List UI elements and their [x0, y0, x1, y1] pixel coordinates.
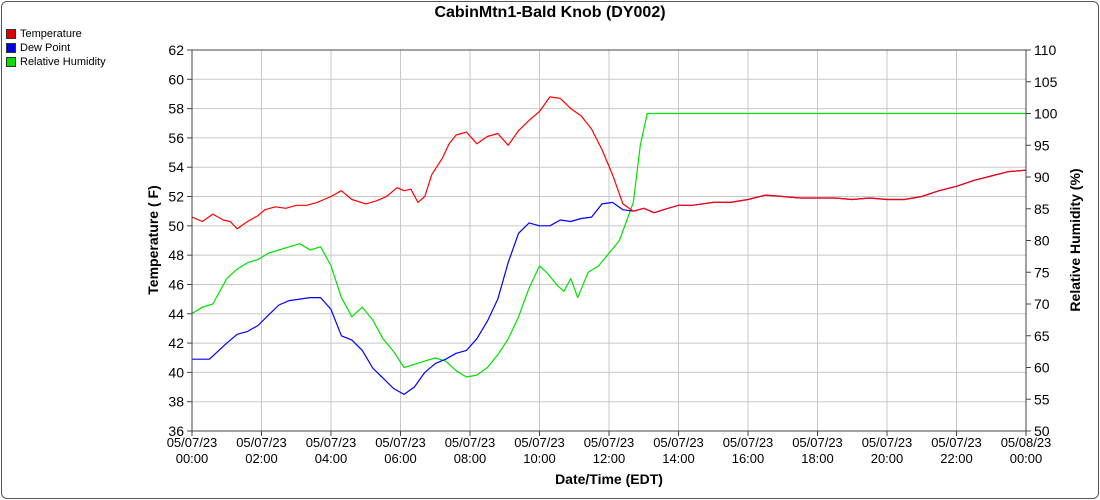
x-tick-label-date: 05/07/23	[723, 435, 774, 450]
x-tick-label-time: 00:00	[1010, 451, 1043, 466]
right-tick-label: 110	[1034, 42, 1057, 58]
x-tick-label-time: 16:00	[732, 451, 765, 466]
chart-title: CabinMtn1-Bald Knob (DY002)	[434, 4, 666, 21]
x-tick-label-date: 05/07/23	[931, 435, 982, 450]
x-tick-label-date: 05/07/23	[653, 435, 704, 450]
right-tick-label: 90	[1034, 169, 1050, 185]
y-axis-label-right: Relative Humidity (%)	[1067, 168, 1083, 311]
legend-label-relative-humidity: Relative Humidity	[20, 56, 106, 68]
x-tick-label-date: 05/07/23	[167, 435, 218, 450]
left-tick-label: 56	[168, 130, 184, 146]
x-tick-label-date: 05/08/23	[1001, 435, 1052, 450]
left-tick-label: 60	[168, 71, 184, 87]
x-tick-label-time: 22:00	[940, 451, 973, 466]
left-tick-label: 40	[168, 364, 184, 380]
x-tick-label-time: 08:00	[454, 451, 487, 466]
left-tick-label: 52	[168, 189, 184, 205]
series-line-relative-humidity	[191, 112, 1026, 378]
left-tick-label: 46	[168, 276, 184, 292]
right-tick-label: 50	[1034, 423, 1050, 439]
x-tick-label-date: 05/07/23	[236, 435, 287, 450]
x-tick-label-date: 05/07/23	[514, 435, 565, 450]
x-tick-label-time: 20:00	[871, 451, 904, 466]
right-tick-label: 80	[1034, 233, 1050, 249]
left-tick-label: 58	[168, 101, 184, 117]
x-tick-label-time: 02:00	[245, 451, 278, 466]
left-tick-label: 44	[168, 306, 184, 322]
x-tick-label-time: 12:00	[593, 451, 626, 466]
chart-legend: Temperature Dew Point Relative Humidity	[6, 27, 106, 69]
x-tick-label-date: 05/07/23	[862, 435, 913, 450]
left-axis-ticks: 36 38 40 42 44 46 48 50 52 54 56 58 60 62	[168, 42, 192, 439]
x-tick-label-time: 04:00	[315, 451, 348, 466]
right-tick-label: 55	[1034, 391, 1050, 407]
legend-swatch-relative-humidity	[6, 57, 16, 67]
x-tick-label-time: 18:00	[801, 451, 834, 466]
y-axis-label-left: Temperature ( F)	[145, 185, 161, 294]
left-tick-label: 42	[168, 335, 184, 351]
right-tick-label: 70	[1034, 296, 1050, 312]
legend-label-dew-point: Dew Point	[20, 42, 71, 54]
left-tick-label: 50	[168, 218, 184, 234]
right-axis-ticks: 50 55 60 65 70 75 80 85 90 95 100 105 110	[1026, 42, 1058, 439]
right-tick-label: 65	[1034, 328, 1050, 344]
left-tick-label: 48	[168, 247, 184, 263]
left-tick-label: 38	[168, 394, 184, 410]
x-tick-label-time: 06:00	[384, 451, 417, 466]
x-tick-label-date: 05/07/23	[792, 435, 843, 450]
x-tick-label-date: 05/07/23	[375, 435, 426, 450]
left-tick-label: 54	[168, 159, 184, 175]
x-axis-label: Date/Time (EDT)	[555, 471, 663, 487]
legend-swatch-temperature	[6, 29, 16, 39]
series-line-temperature	[191, 96, 1027, 230]
right-tick-label: 75	[1034, 264, 1050, 280]
x-tick-label-time: 00:00	[176, 451, 209, 466]
x-tick-label-time: 14:00	[662, 451, 695, 466]
grid-lines	[191, 49, 1027, 432]
x-tick-label-time: 10:00	[523, 451, 556, 466]
left-tick-label: 62	[168, 42, 184, 58]
x-tick-label-date: 05/07/23	[584, 435, 635, 450]
x-axis-ticks: 05/07/2300:0005/07/2302:0005/07/2304:000…	[167, 431, 1052, 466]
legend-label-temperature: Temperature	[20, 28, 82, 40]
plot-lines	[191, 96, 1027, 395]
right-tick-label: 85	[1034, 201, 1050, 217]
legend-item-temperature: Temperature	[6, 27, 106, 41]
left-tick-label: 36	[168, 423, 184, 439]
right-tick-label: 105	[1034, 74, 1058, 90]
x-tick-label-date: 05/07/23	[306, 435, 357, 450]
right-tick-label: 60	[1034, 360, 1050, 376]
right-tick-label: 95	[1034, 137, 1050, 153]
legend-item-relative-humidity: Relative Humidity	[6, 55, 106, 69]
right-tick-label: 100	[1034, 106, 1058, 122]
legend-swatch-dew-point	[6, 43, 16, 53]
x-tick-label-date: 05/07/23	[445, 435, 496, 450]
legend-item-dew-point: Dew Point	[6, 41, 106, 55]
